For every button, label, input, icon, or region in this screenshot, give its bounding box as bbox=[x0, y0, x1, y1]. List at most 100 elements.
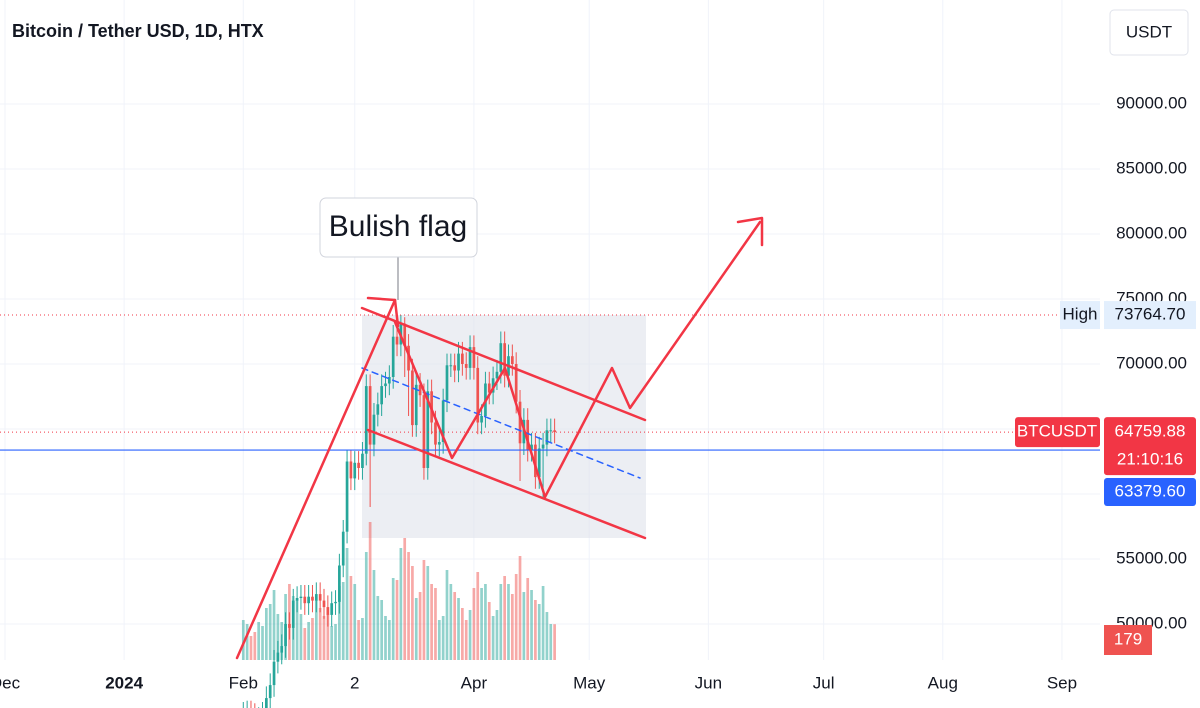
volume-bar bbox=[307, 622, 310, 660]
volume-bar bbox=[530, 590, 533, 660]
candle-body bbox=[291, 600, 295, 628]
candle-body bbox=[384, 383, 387, 387]
x-tick-label: Aug bbox=[928, 673, 958, 692]
volume-bar bbox=[265, 608, 268, 660]
candle-body bbox=[534, 444, 537, 478]
candle-body bbox=[265, 698, 268, 708]
last-price: 64759.88 bbox=[1115, 422, 1186, 441]
candle-body bbox=[307, 596, 310, 604]
candle-body bbox=[288, 623, 291, 628]
volume-bar bbox=[422, 560, 426, 660]
candle-body bbox=[495, 371, 499, 379]
volume-bar bbox=[361, 618, 364, 660]
candle-body bbox=[345, 461, 349, 532]
currency: USDT bbox=[1126, 22, 1172, 41]
volume-bar bbox=[434, 588, 437, 660]
candle-body bbox=[407, 345, 410, 371]
candle-body bbox=[353, 462, 357, 479]
candle-body bbox=[272, 661, 276, 686]
candle-body bbox=[491, 378, 495, 393]
candle-body bbox=[387, 376, 391, 384]
chart-title: Bitcoin / Tether USD, 1D, HTX bbox=[12, 21, 264, 41]
volume-bar bbox=[364, 552, 368, 660]
x-tick-label: Jul bbox=[813, 673, 835, 692]
candle-body bbox=[334, 601, 337, 604]
volume-bar bbox=[376, 596, 380, 660]
volume-bar bbox=[495, 610, 499, 660]
candle-body bbox=[330, 603, 334, 615]
candle-body bbox=[326, 607, 330, 615]
candle-body bbox=[411, 370, 414, 426]
x-tick-label: Dec bbox=[0, 673, 21, 692]
candle-body bbox=[487, 383, 491, 393]
volume-bar bbox=[380, 600, 384, 660]
volume-bar bbox=[426, 566, 430, 660]
high-value: 73764.70 bbox=[1115, 305, 1186, 324]
flag-top bbox=[360, 306, 647, 422]
candle-body bbox=[368, 386, 372, 445]
volume-bar bbox=[503, 576, 506, 660]
candle-body bbox=[357, 462, 360, 468]
volume-bar bbox=[391, 578, 395, 660]
volume-bar bbox=[418, 592, 422, 660]
volume-bar bbox=[326, 614, 330, 660]
path-arrow bbox=[393, 220, 762, 499]
x-tick-label: Jun bbox=[695, 673, 722, 692]
y-tick-label: 80000.00 bbox=[1116, 223, 1187, 242]
candle-body bbox=[391, 336, 395, 377]
high-name-bg bbox=[1060, 301, 1100, 330]
volume-bar bbox=[249, 636, 253, 660]
volume-bar bbox=[518, 556, 522, 660]
volume-bar bbox=[510, 594, 514, 660]
candle-body bbox=[318, 594, 322, 601]
ref-bg bbox=[1104, 478, 1196, 507]
candle-body bbox=[299, 596, 303, 598]
volume-bar bbox=[468, 610, 472, 660]
volume-bar bbox=[449, 584, 453, 660]
candle-body bbox=[380, 386, 384, 405]
pole-arrow bbox=[235, 298, 397, 660]
candle-body bbox=[553, 430, 556, 433]
high-name: High bbox=[1063, 305, 1098, 324]
candle-body bbox=[545, 430, 549, 445]
candle-body bbox=[322, 600, 326, 608]
volume-bar bbox=[549, 624, 553, 660]
candle-body bbox=[372, 414, 376, 445]
candle-body bbox=[303, 596, 307, 604]
candle-body bbox=[376, 404, 380, 415]
candle-body bbox=[476, 367, 480, 423]
volume-bar bbox=[338, 586, 341, 660]
candle-body bbox=[472, 347, 476, 368]
volume-bar bbox=[537, 604, 541, 660]
volume-bar bbox=[399, 548, 403, 660]
candle-body bbox=[403, 323, 407, 346]
x-tick-label: 2024 bbox=[105, 673, 143, 692]
candle-body bbox=[395, 336, 399, 345]
candle-body bbox=[422, 395, 426, 468]
flag-bottom bbox=[366, 428, 647, 540]
y-tick-label: 55000.00 bbox=[1116, 548, 1187, 567]
volume-bar bbox=[414, 598, 418, 660]
volume-bar bbox=[476, 572, 480, 660]
volume-bar bbox=[387, 620, 391, 660]
candle-body bbox=[549, 430, 553, 432]
volume-bar bbox=[372, 570, 376, 660]
volume-bar bbox=[384, 616, 387, 660]
callout-text: Bulish flag bbox=[329, 210, 467, 243]
candle-body bbox=[461, 353, 464, 364]
volume-bar bbox=[522, 592, 526, 660]
candle-body bbox=[349, 461, 353, 479]
currency-box bbox=[1109, 9, 1189, 56]
candle-body bbox=[457, 353, 460, 371]
volume-bar bbox=[526, 578, 530, 660]
callout bbox=[319, 197, 478, 258]
volume-bar bbox=[491, 616, 495, 660]
candle-body bbox=[341, 531, 345, 566]
volume-label-bg bbox=[1104, 625, 1152, 655]
candle-body bbox=[441, 400, 445, 442]
candle-body bbox=[530, 444, 533, 450]
x-tick-label: Apr bbox=[461, 673, 488, 692]
volume-bar bbox=[464, 620, 468, 660]
symbol-name: BTCUSDT bbox=[1017, 422, 1097, 441]
